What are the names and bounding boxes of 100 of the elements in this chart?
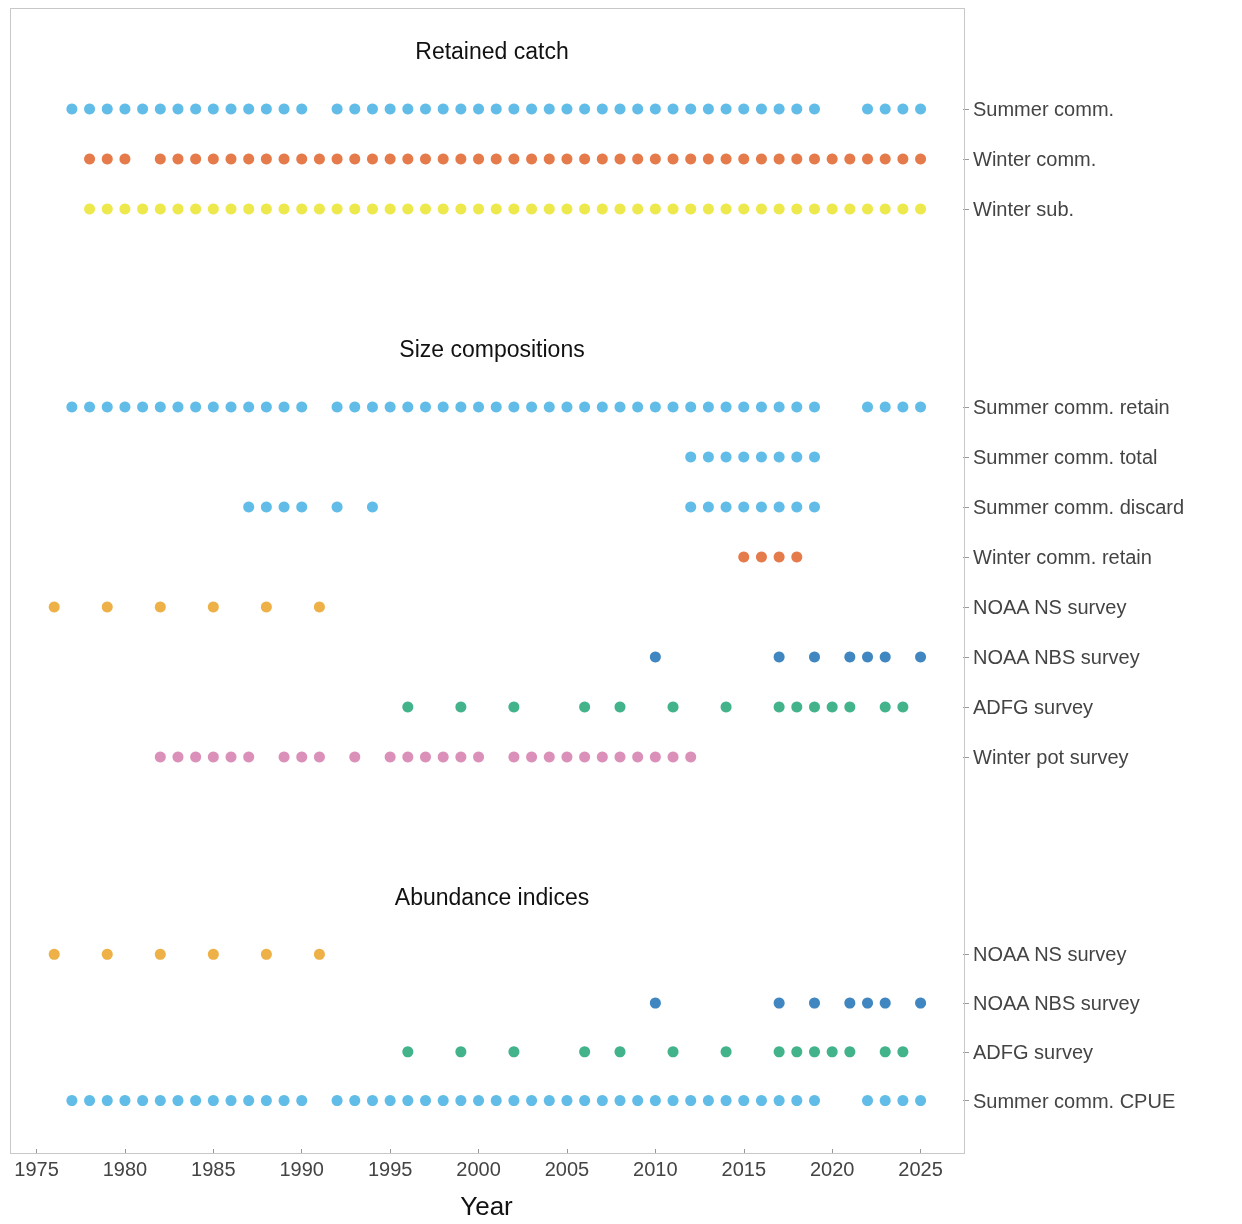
x-tick-label: 2005 — [544, 1158, 590, 1180]
point — [66, 1095, 78, 1107]
point — [702, 1095, 714, 1107]
point — [225, 1095, 237, 1107]
point — [738, 451, 750, 463]
point — [808, 501, 820, 513]
x-tick-label: 2020 — [809, 1158, 855, 1180]
point — [331, 501, 343, 513]
y-tick-label: Winter comm. — [973, 148, 1097, 170]
x-tick-label: 1980 — [102, 1158, 148, 1180]
x-tick-label: 2000 — [456, 1158, 501, 1180]
point — [702, 451, 714, 463]
point — [278, 501, 290, 513]
y-tick-label: NOAA NBS survey — [973, 646, 1140, 668]
x-tick-label: 1975 — [14, 1158, 59, 1180]
y-tick-label: Summer comm. CPUE — [973, 1089, 1176, 1112]
y-tick-label: Summer comm. retain — [973, 396, 1170, 418]
point — [437, 1095, 449, 1107]
point — [526, 1095, 538, 1107]
point — [685, 451, 697, 463]
x-tick-label: 1995 — [367, 1158, 413, 1180]
y-tick-label: ADFG survey — [973, 1040, 1094, 1063]
point — [119, 1095, 131, 1107]
point — [384, 1095, 396, 1107]
chart-title: Abundance indices — [394, 883, 590, 910]
point — [243, 1095, 255, 1107]
point — [366, 1095, 378, 1107]
point — [632, 1095, 644, 1107]
point — [755, 451, 767, 463]
y-tick-label: Winter sub. — [973, 198, 1075, 220]
y-tick-label: Summer comm. — [973, 98, 1115, 120]
point — [808, 401, 820, 413]
point — [84, 401, 96, 413]
point — [791, 551, 803, 563]
point — [172, 1095, 184, 1107]
point — [791, 401, 803, 413]
y-tick-label: Summer comm. discard — [973, 496, 1185, 518]
point — [720, 501, 732, 513]
point — [543, 1095, 555, 1107]
point — [738, 501, 750, 513]
y-tick-label: Winter comm. retain — [973, 546, 1152, 568]
point — [755, 551, 767, 563]
point — [808, 451, 820, 463]
y-tick-label: ADFG survey — [973, 696, 1094, 718]
point — [137, 1095, 149, 1107]
x-axis-title: Year — [460, 1191, 514, 1221]
point — [826, 1046, 838, 1058]
point — [66, 401, 78, 413]
point — [826, 701, 838, 713]
point — [137, 401, 149, 413]
point — [243, 501, 255, 513]
point — [420, 1095, 431, 1107]
point — [66, 103, 78, 115]
point — [738, 401, 750, 413]
point — [331, 1095, 343, 1107]
point — [702, 401, 714, 413]
point — [278, 401, 290, 413]
y-tick-label: Summer comm. total — [973, 446, 1158, 468]
point — [119, 401, 131, 413]
y-tick-label: Winter pot survey — [973, 746, 1129, 768]
chart-title: Retained catch — [415, 37, 569, 64]
y-tick-label: NOAA NS survey — [973, 596, 1127, 618]
point — [596, 1095, 608, 1107]
chart-title: Size compositions — [399, 335, 585, 362]
point — [48, 948, 60, 960]
point — [791, 501, 803, 513]
point — [260, 501, 272, 513]
point — [296, 1095, 308, 1107]
point — [738, 1095, 750, 1107]
x-tick-label: 2015 — [721, 1158, 767, 1180]
point — [349, 1095, 361, 1107]
point — [366, 501, 378, 513]
point — [243, 401, 255, 413]
point — [755, 1095, 767, 1107]
point — [685, 1095, 697, 1107]
point — [685, 501, 697, 513]
x-tick-label: 2025 — [898, 1158, 943, 1180]
point — [490, 1095, 502, 1107]
y-tick-label: NOAA NS survey — [973, 943, 1127, 966]
point — [331, 401, 343, 413]
point — [296, 401, 308, 413]
point — [720, 451, 732, 463]
point — [84, 1095, 96, 1107]
x-tick-label: 1990 — [279, 1158, 324, 1180]
point — [773, 401, 785, 413]
point — [490, 401, 502, 413]
point — [773, 451, 785, 463]
x-tick-label: 1985 — [191, 1158, 236, 1180]
point — [473, 1095, 485, 1107]
point — [702, 501, 714, 513]
point — [190, 1095, 202, 1107]
point — [561, 1095, 573, 1107]
point — [296, 501, 308, 513]
point — [685, 401, 697, 413]
point — [366, 401, 378, 413]
point — [773, 551, 785, 563]
point — [738, 551, 750, 563]
point — [755, 501, 767, 513]
point — [260, 401, 272, 413]
point — [755, 401, 767, 413]
